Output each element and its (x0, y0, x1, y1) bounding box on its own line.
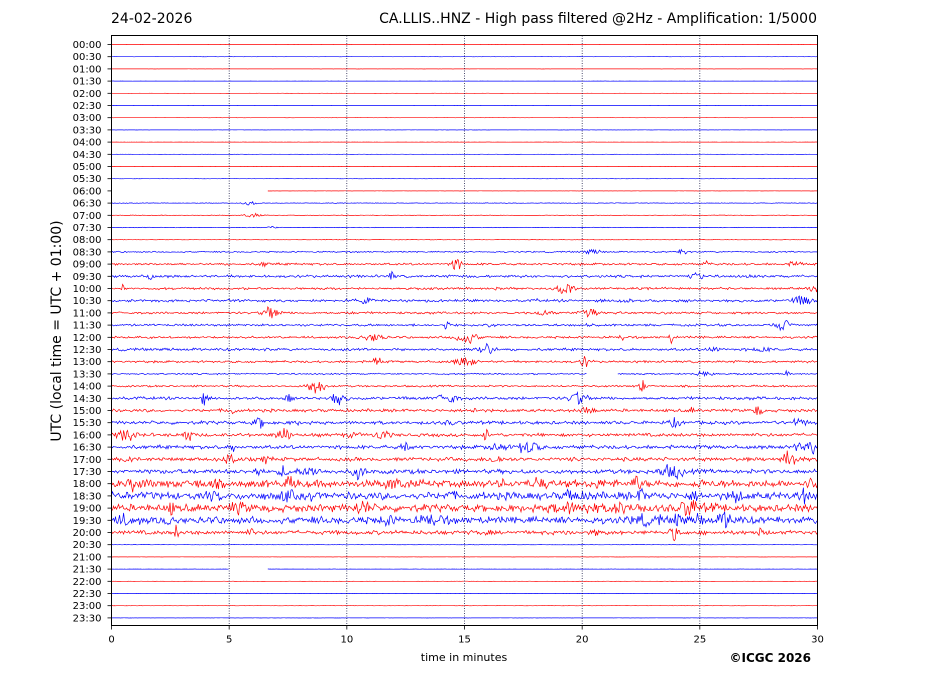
y-tick-label: 02:30 (73, 101, 102, 112)
y-tick-label: 11:30 (73, 321, 102, 332)
y-tick-label: 21:30 (73, 565, 102, 576)
x-tick-label: 25 (693, 635, 706, 646)
y-tick-label: 08:30 (73, 247, 102, 258)
x-axis-label: time in minutes (420, 651, 508, 664)
y-tick-label: 17:00 (73, 455, 102, 466)
y-tick-label: 08:00 (73, 235, 102, 246)
date-label: 24-02-2026 (111, 11, 193, 27)
trace-1030 (111, 295, 818, 305)
x-tick-label: 20 (576, 635, 589, 646)
y-tick-label: 06:30 (73, 199, 102, 210)
y-tick-label: 14:30 (73, 394, 102, 405)
y-tick-label: 01:30 (73, 77, 102, 88)
trace-1330 (111, 369, 818, 378)
x-axis-ticks: 0 5 10 15 20 25 30 (108, 625, 824, 646)
x-tick-label: 15 (458, 635, 471, 646)
y-tick-label: 05:00 (73, 162, 102, 173)
trace-0730 (111, 226, 818, 229)
y-tick-label: 10:00 (73, 284, 102, 295)
y-tick-label: 21:00 (73, 552, 102, 563)
y-tick-label: 13:00 (73, 357, 102, 368)
y-tick-label: 15:30 (73, 418, 102, 429)
y-axis-label: UTC (local time = UTC + 01:00) (49, 220, 65, 442)
y-tick-label: 22:30 (73, 589, 102, 600)
y-tick-label: 03:00 (73, 113, 102, 124)
trace-1300 (111, 356, 818, 367)
vertical-gridlines (228, 35, 701, 626)
y-tick-label: 23:00 (73, 601, 102, 612)
y-tick-label: 22:00 (73, 577, 102, 588)
y-tick-label: 23:30 (73, 613, 102, 624)
y-tick-label: 04:30 (73, 150, 102, 161)
y-tick-label: 19:30 (73, 516, 102, 527)
x-tick-label: 10 (340, 635, 353, 646)
y-tick-label: 00:30 (73, 52, 102, 63)
y-tick-label: 14:00 (73, 382, 102, 393)
trace-1130 (111, 319, 818, 332)
y-tick-label: 19:00 (73, 504, 102, 515)
trace-0800 (111, 239, 818, 241)
trace-1200 (111, 333, 818, 345)
y-tick-label: 12:30 (73, 345, 102, 356)
y-tick-label: 04:00 (73, 138, 102, 149)
y-tick-label: 02:00 (73, 89, 102, 100)
y-tick-label: 09:00 (73, 260, 102, 271)
y-tick-label: 01:00 (73, 64, 102, 75)
y-tick-label: 17:30 (73, 467, 102, 478)
y-tick-label: 18:30 (73, 491, 102, 502)
y-tick-label: 00:00 (73, 40, 102, 51)
y-tick-label: 20:30 (73, 540, 102, 551)
x-tick-label: 30 (811, 635, 824, 646)
trace-1230 (111, 342, 818, 355)
chart-title: CA.LLIS..HNZ - High pass filtered @2Hz -… (379, 11, 817, 27)
y-tick-label: 07:00 (73, 211, 102, 222)
y-tick-label: 16:00 (73, 430, 102, 441)
copyright-text: ©ICGC 2026 (729, 651, 811, 665)
y-tick-label: 06:00 (73, 186, 102, 197)
y-tick-label: 13:30 (73, 369, 102, 380)
y-tick-label: 09:30 (73, 272, 102, 283)
trace-1700 (111, 450, 818, 465)
trace-1800 (111, 475, 818, 493)
y-tick-label: 05:30 (73, 174, 102, 185)
y-tick-label: 03:30 (73, 125, 102, 136)
y-tick-label: 18:00 (73, 479, 102, 490)
y-tick-label: 10:30 (73, 296, 102, 307)
trace-1730 (111, 464, 818, 481)
y-tick-label: 15:00 (73, 406, 102, 417)
y-tick-label: 11:00 (73, 308, 102, 319)
y-tick-label: 07:30 (73, 223, 102, 234)
x-tick-label: 5 (226, 635, 232, 646)
y-tick-label: 16:30 (73, 443, 102, 454)
y-tick-label: 12:00 (73, 333, 102, 344)
y-tick-label: 20:00 (73, 528, 102, 539)
x-tick-label: 0 (108, 635, 114, 646)
trace-0700 (111, 212, 818, 218)
